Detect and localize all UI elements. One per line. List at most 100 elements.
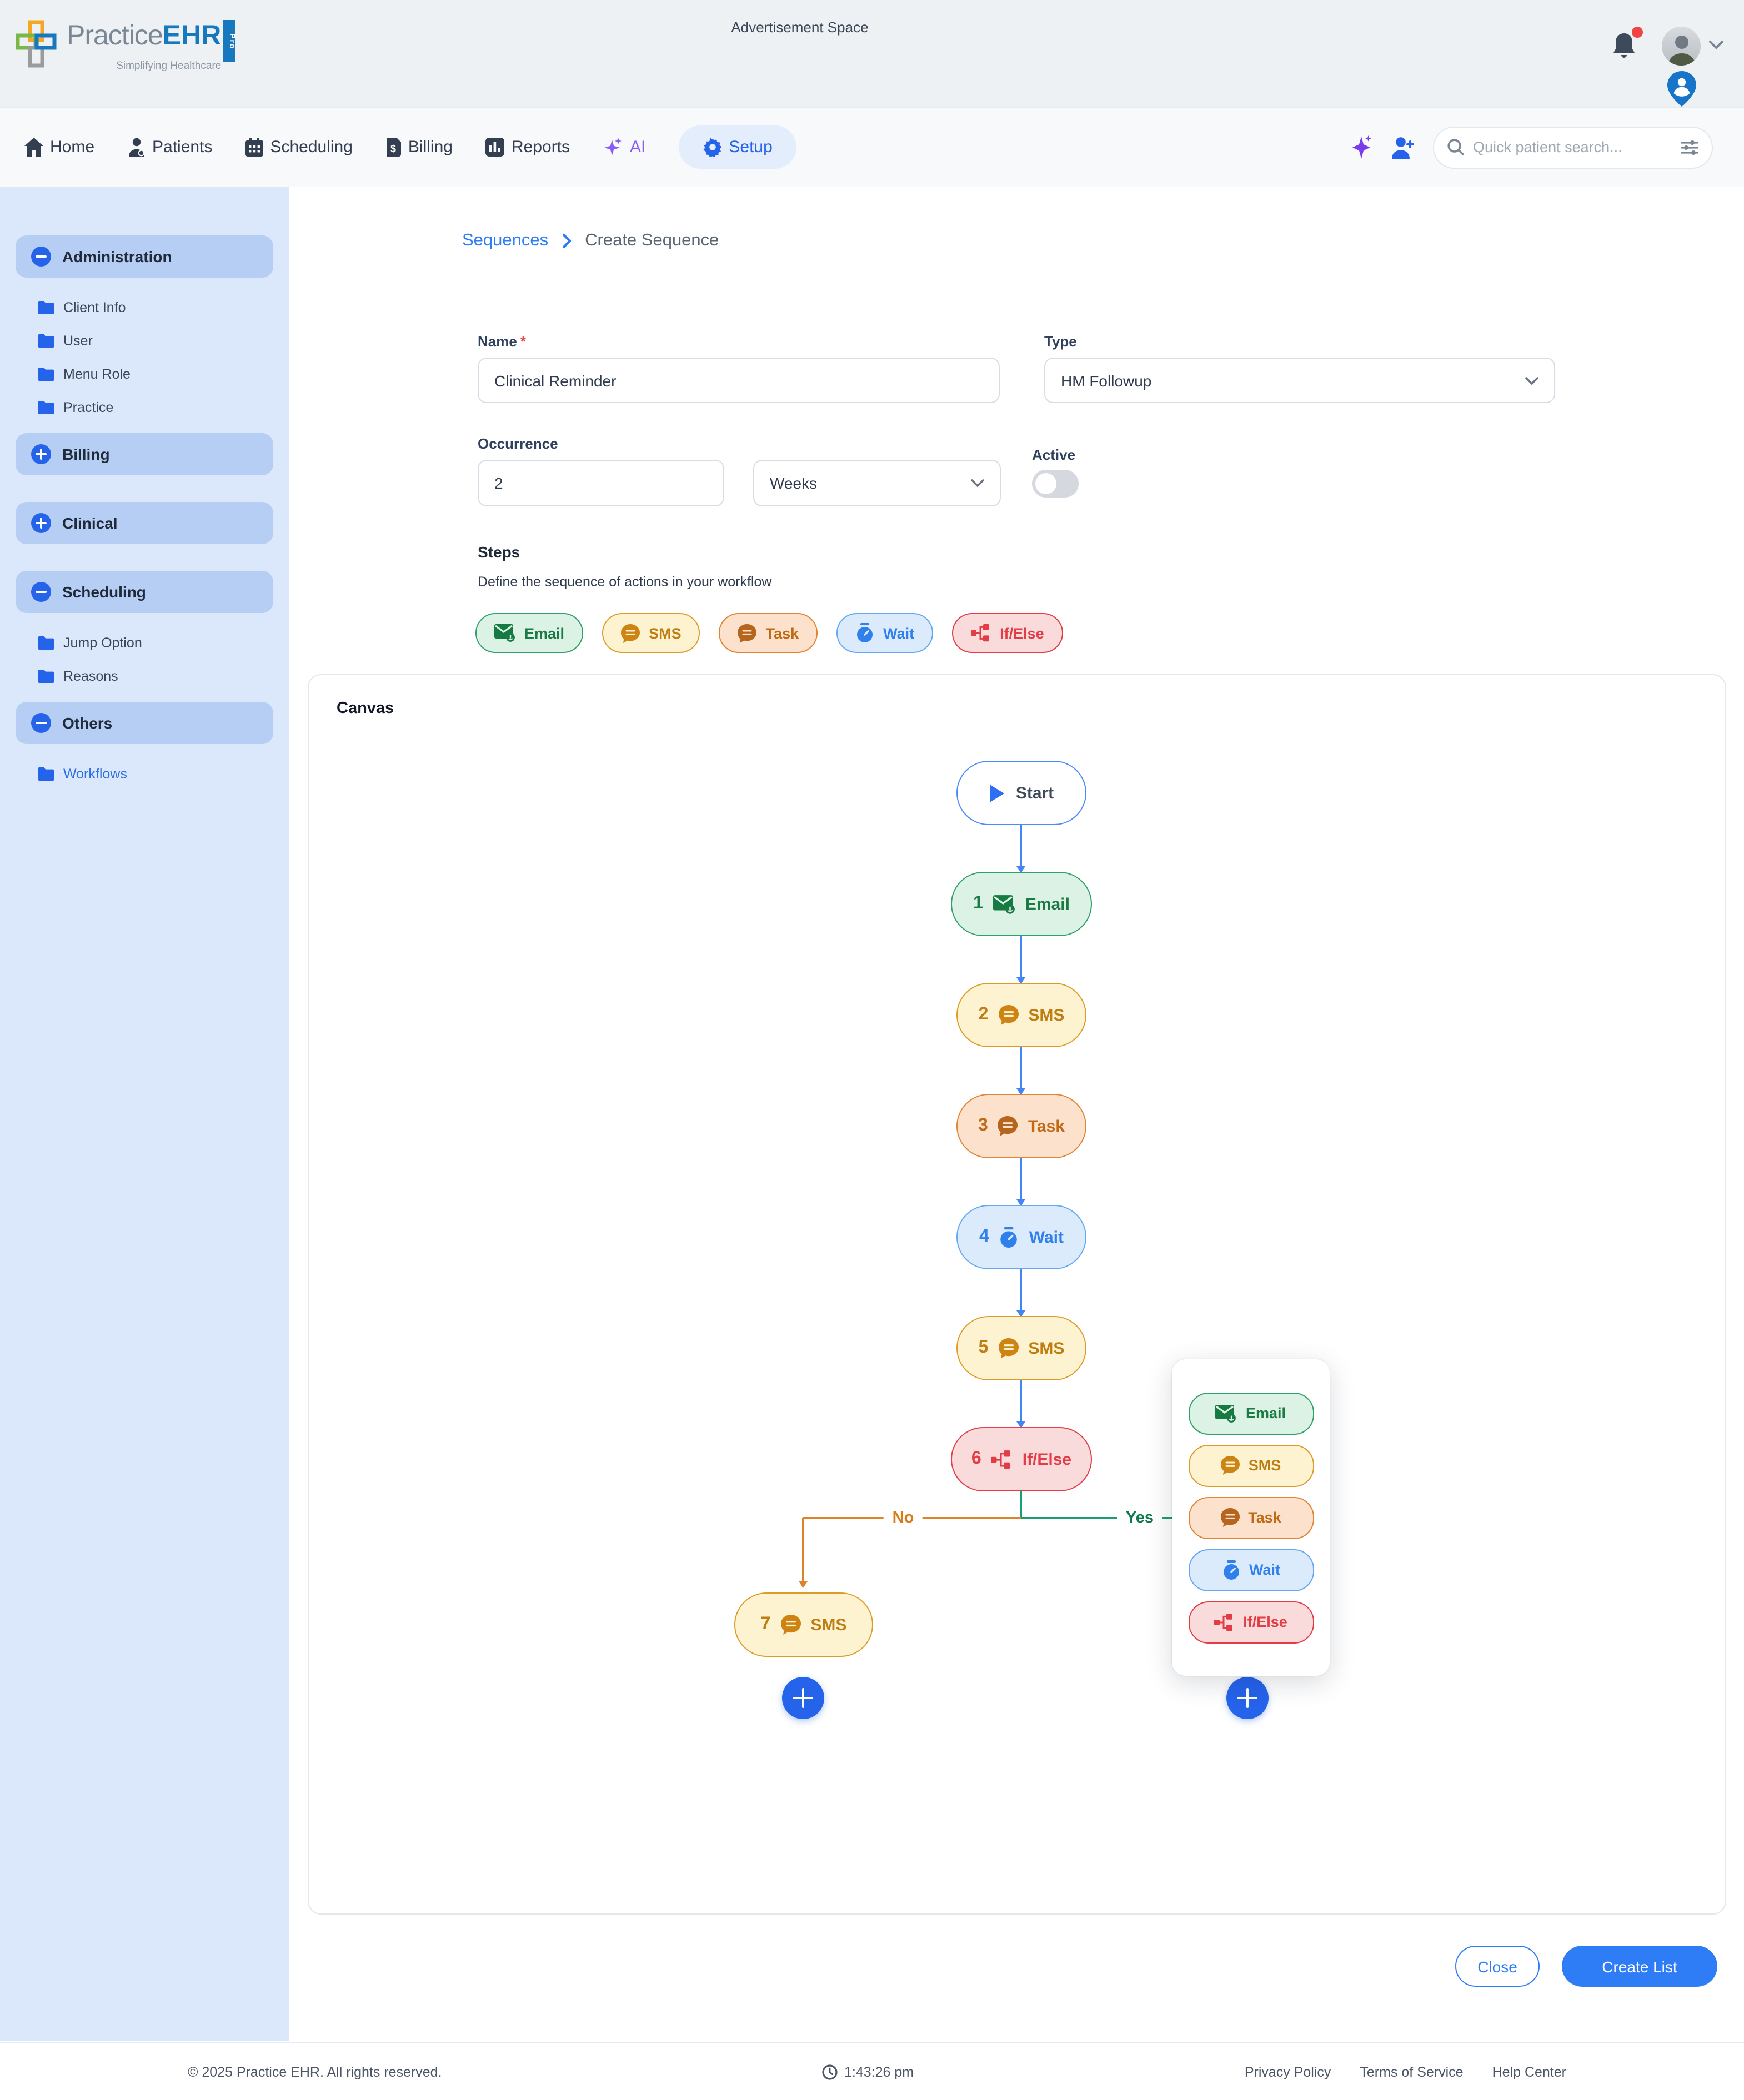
ifelse-branch-icon bbox=[1214, 1613, 1233, 1631]
terms-of-service-link[interactable]: Terms of Service bbox=[1360, 2064, 1464, 2079]
connector-arrow bbox=[1016, 1158, 1024, 1206]
palette-ifelse-button[interactable]: If/Else bbox=[952, 613, 1063, 653]
sidebar-item-menu-role[interactable]: Menu Role bbox=[38, 358, 289, 391]
close-button[interactable]: Close bbox=[1455, 1946, 1540, 1987]
privacy-policy-link[interactable]: Privacy Policy bbox=[1244, 2064, 1331, 2079]
palette-wait-button[interactable]: Wait bbox=[836, 613, 934, 653]
collapse-icon bbox=[31, 582, 51, 602]
notifications-button[interactable] bbox=[1611, 27, 1643, 64]
wait-stopwatch-icon bbox=[1001, 1227, 1018, 1247]
logo-pro-badge: Pro bbox=[223, 20, 236, 62]
start-node[interactable]: Start bbox=[956, 761, 1086, 825]
popup-sms-option[interactable]: SMS bbox=[1188, 1444, 1314, 1486]
popup-ifelse-option[interactable]: If/Else bbox=[1188, 1601, 1314, 1643]
quick-patient-search[interactable] bbox=[1433, 126, 1713, 168]
breadcrumb: Sequences Create Sequence bbox=[462, 231, 719, 251]
workflow-canvas[interactable]: Canvas Start 1 Email 2 SMS 3 Task bbox=[308, 674, 1726, 1915]
app-header: Practice EHR Pro Simplifying Healthcare … bbox=[0, 0, 1744, 107]
help-center-link[interactable]: Help Center bbox=[1492, 2064, 1566, 2079]
sidebar-item-jump-option[interactable]: Jump Option bbox=[38, 626, 289, 660]
palette-email-button[interactable]: Email bbox=[475, 613, 584, 653]
sidebar-section-others[interactable]: Others bbox=[16, 702, 273, 744]
home-icon bbox=[24, 138, 43, 157]
expand-icon bbox=[31, 513, 51, 533]
palette-sms-button[interactable]: SMS bbox=[602, 613, 700, 653]
calendar-icon bbox=[245, 138, 264, 157]
nav-item-setup[interactable]: Setup bbox=[679, 125, 797, 169]
workflow-node-1-email[interactable]: 1 Email bbox=[951, 872, 1092, 936]
name-label: Name * bbox=[478, 333, 526, 350]
reports-icon bbox=[485, 138, 505, 157]
sidebar-section-billing[interactable]: Billing bbox=[16, 433, 273, 475]
breadcrumb-sequences-link[interactable]: Sequences bbox=[462, 231, 549, 250]
popup-wait-option[interactable]: Wait bbox=[1188, 1549, 1314, 1591]
sms-chat-icon bbox=[780, 1615, 801, 1635]
search-filter-icon[interactable] bbox=[1681, 139, 1698, 155]
sidebar-section-clinical[interactable]: Clinical bbox=[16, 502, 273, 544]
occurrence-input[interactable] bbox=[478, 460, 724, 506]
workflow-node-7-sms[interactable]: 7 SMS bbox=[734, 1592, 873, 1657]
add-step-yes-branch-button[interactable] bbox=[1226, 1677, 1269, 1719]
folder-icon bbox=[38, 334, 54, 348]
ifelse-branch-icon bbox=[991, 1450, 1011, 1469]
nav-item-reports[interactable]: Reports bbox=[485, 138, 570, 157]
palette-task-button[interactable]: Task bbox=[719, 613, 818, 653]
nav-item-home[interactable]: Home bbox=[24, 138, 94, 157]
avatar-chevron-down-icon[interactable] bbox=[1708, 40, 1724, 50]
sidebar-item-workflows[interactable]: Workflows bbox=[38, 757, 289, 791]
task-chat-icon bbox=[738, 624, 757, 642]
active-toggle[interactable] bbox=[1032, 470, 1079, 498]
user-avatar[interactable] bbox=[1662, 27, 1701, 66]
connector-arrow bbox=[1016, 1380, 1024, 1428]
nav-item-patients[interactable]: Patients bbox=[128, 138, 212, 157]
workflow-node-5-sms[interactable]: 5 SMS bbox=[956, 1316, 1086, 1380]
setup-gear-icon bbox=[703, 138, 722, 157]
workflow-node-4-wait[interactable]: 4 Wait bbox=[956, 1205, 1086, 1269]
copyright-text: © 2025 Practice EHR. All rights reserved… bbox=[188, 2064, 442, 2079]
occurrence-unit-select[interactable]: Weeks bbox=[753, 460, 1001, 506]
main-nav: Home Patients Scheduling $ Billing Repor… bbox=[0, 107, 1744, 187]
sidebar-item-client-info[interactable]: Client Info bbox=[38, 291, 289, 324]
email-icon bbox=[1215, 1404, 1236, 1422]
nav-item-ai[interactable]: AI bbox=[603, 136, 645, 158]
workflow-node-2-sms[interactable]: 2 SMS bbox=[956, 983, 1086, 1047]
name-input[interactable] bbox=[478, 358, 1000, 403]
location-person-pin-icon[interactable] bbox=[1667, 71, 1696, 107]
nav-item-billing[interactable]: $ Billing bbox=[386, 138, 453, 157]
required-asterisk: * bbox=[520, 333, 526, 350]
sidebar-item-reasons[interactable]: Reasons bbox=[38, 660, 289, 693]
create-list-button[interactable]: Create List bbox=[1562, 1946, 1717, 1987]
workflow-node-3-task[interactable]: 3 Task bbox=[956, 1094, 1086, 1158]
sidebar-section-administration[interactable]: Administration bbox=[16, 235, 273, 278]
steps-palette: Email SMS Task Wait If/Else bbox=[475, 613, 1063, 653]
search-icon bbox=[1447, 139, 1464, 155]
branch-yes-label: Yes bbox=[1117, 1509, 1162, 1527]
branch-no-arrow bbox=[799, 1518, 806, 1588]
type-select[interactable]: HM Followup bbox=[1044, 358, 1555, 403]
connector-arrow bbox=[1016, 1047, 1024, 1095]
ai-sparkle-icon bbox=[604, 137, 622, 155]
search-input[interactable] bbox=[1473, 139, 1672, 155]
add-step-no-branch-button[interactable] bbox=[782, 1677, 824, 1719]
logo-cross-icon bbox=[16, 20, 57, 68]
workflow-node-6-ifelse[interactable]: 6 If/Else bbox=[951, 1427, 1092, 1491]
folder-icon bbox=[38, 401, 54, 414]
collapse-icon bbox=[31, 247, 51, 267]
popup-email-option[interactable]: Email bbox=[1188, 1392, 1314, 1434]
sidebar-section-scheduling[interactable]: Scheduling bbox=[16, 571, 273, 613]
advertisement-space: Advertisement Space bbox=[731, 19, 869, 36]
nav-item-scheduling[interactable]: Scheduling bbox=[245, 138, 353, 157]
folder-icon bbox=[38, 767, 54, 781]
sidebar-item-practice[interactable]: Practice bbox=[38, 391, 289, 424]
add-patient-icon[interactable] bbox=[1391, 136, 1415, 158]
add-step-popup-menu: Email SMS Task Wait If/Else bbox=[1172, 1359, 1330, 1676]
popup-task-option[interactable]: Task bbox=[1188, 1496, 1314, 1539]
collapse-icon bbox=[31, 713, 51, 733]
ai-assist-sparkle-icon[interactable] bbox=[1350, 134, 1373, 160]
occurrence-label: Occurrence bbox=[478, 435, 558, 452]
sidebar-item-user[interactable]: User bbox=[38, 324, 289, 358]
sms-chat-icon bbox=[1220, 1456, 1240, 1475]
email-icon bbox=[993, 895, 1015, 913]
